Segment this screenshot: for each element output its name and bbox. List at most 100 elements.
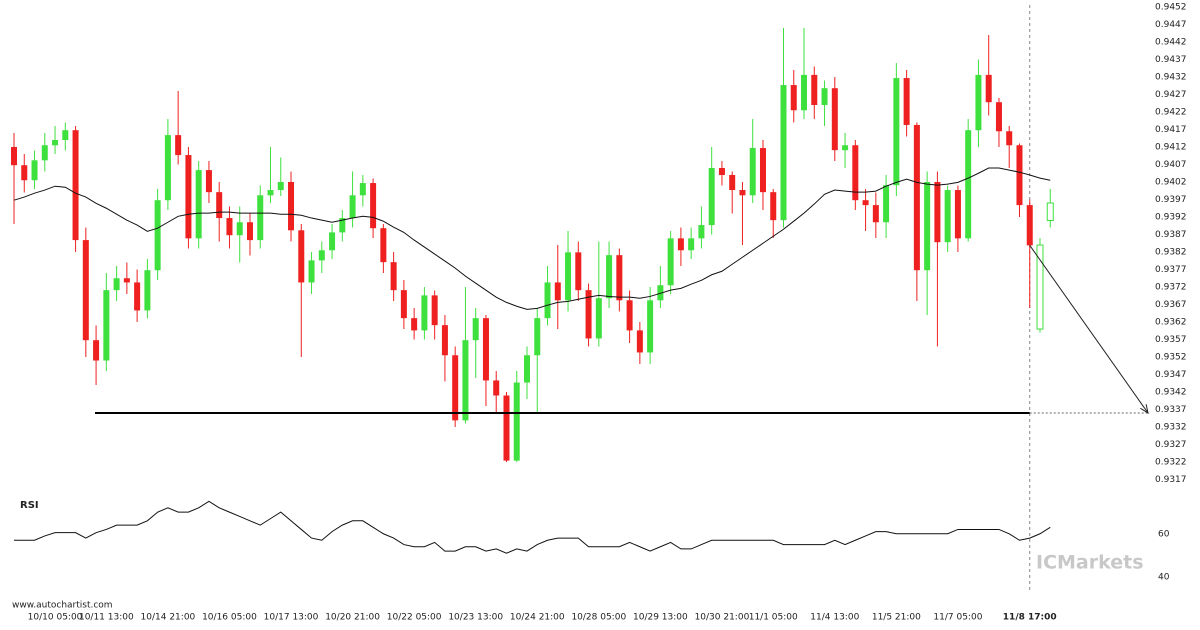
y-tick-label: 0.9367 xyxy=(1155,300,1187,310)
candle-body xyxy=(41,145,48,161)
y-tick-label: 0.9452 xyxy=(1155,3,1187,13)
candle-body xyxy=(462,340,469,421)
y-tick-label: 0.9427 xyxy=(1155,90,1187,100)
candle-body xyxy=(585,290,592,339)
candle-body xyxy=(842,145,849,151)
candle-body xyxy=(677,238,684,251)
candle-body xyxy=(698,225,705,239)
candle-body xyxy=(616,255,623,301)
candle-body xyxy=(72,130,79,241)
x-tick-label: 11/4 13:00 xyxy=(810,613,859,623)
y-tick-label: 0.9372 xyxy=(1155,283,1187,293)
y-tick-label: 0.9342 xyxy=(1155,388,1187,398)
candle-body xyxy=(975,74,982,131)
candle-body xyxy=(349,195,356,219)
candle-body xyxy=(862,200,869,206)
x-tick-label: 10/29 13:00 xyxy=(633,613,688,623)
candle-body xyxy=(995,102,1002,132)
candle-body xyxy=(852,145,859,201)
candle-body xyxy=(400,290,407,319)
candle-body xyxy=(205,170,212,193)
candle-body xyxy=(370,183,377,229)
x-tick-label: 10/24 21:00 xyxy=(510,613,565,623)
candle-body xyxy=(288,182,295,231)
candle-body xyxy=(503,395,510,461)
candle-body xyxy=(688,238,695,251)
y-tick-label: 0.9397 xyxy=(1155,195,1187,205)
candle-body xyxy=(93,340,100,361)
candle-body xyxy=(729,175,736,191)
y-tick-label: 0.9437 xyxy=(1155,55,1187,65)
candle-body xyxy=(554,282,561,301)
candle-body xyxy=(544,282,551,319)
candle-body xyxy=(1046,202,1054,221)
candle-body xyxy=(513,382,520,461)
y-tick-label: 0.9412 xyxy=(1155,143,1187,153)
candle-body xyxy=(216,192,223,219)
candle-body xyxy=(308,260,315,283)
candle-body xyxy=(708,168,715,226)
rsi-tick-label: 60 xyxy=(1158,529,1170,539)
y-tick-label: 0.9387 xyxy=(1155,230,1187,240)
candle-body xyxy=(1026,205,1033,246)
candle-body xyxy=(739,190,746,196)
candle-body xyxy=(452,355,459,421)
candle-body xyxy=(277,182,284,191)
candle-body xyxy=(21,165,28,181)
candle-body xyxy=(123,278,130,283)
candle-body xyxy=(329,232,336,251)
candle-body xyxy=(257,195,264,241)
candle-body xyxy=(934,182,941,243)
x-tick-label: 10/10 05:00 xyxy=(28,613,83,623)
x-tick-label: 11/1 05:00 xyxy=(749,613,798,623)
candle-body xyxy=(985,74,992,103)
candle-body xyxy=(903,78,910,125)
candle-body xyxy=(1016,145,1023,206)
y-tick-label: 0.9447 xyxy=(1155,20,1187,30)
candle-body xyxy=(482,318,489,381)
x-tick-label: 10/11 13:00 xyxy=(79,613,134,623)
source: www.autochartist.com xyxy=(12,601,113,611)
candle-body xyxy=(944,190,951,243)
candle-body xyxy=(113,278,120,291)
candle-body xyxy=(52,140,59,146)
candle-body xyxy=(524,355,530,383)
candle-body xyxy=(195,170,202,239)
x-tick-label: 10/23 13:00 xyxy=(448,613,503,623)
candle-body xyxy=(790,85,797,111)
candle-body xyxy=(134,282,141,311)
x-tick-label: 10/28 05:00 xyxy=(571,613,626,623)
candle-body xyxy=(411,318,418,331)
y-tick-label: 0.9362 xyxy=(1155,318,1187,328)
y-tick-label: 0.9432 xyxy=(1155,73,1187,83)
candle-body xyxy=(62,130,69,140)
candle-body xyxy=(657,285,664,301)
candle-body xyxy=(1036,244,1044,330)
rsi-tick-label: 40 xyxy=(1158,573,1170,583)
candle-body xyxy=(431,295,438,326)
candle-body xyxy=(82,240,89,341)
candle-body xyxy=(298,230,305,283)
x-tick-label: 10/30 21:00 xyxy=(695,613,750,623)
candle-body xyxy=(872,205,879,223)
y-tick-label: 0.9332 xyxy=(1155,423,1187,433)
candle-body xyxy=(965,130,972,239)
candle-body xyxy=(267,190,274,196)
x-tick-label: 11/5 21:00 xyxy=(872,613,921,623)
candle-body xyxy=(493,380,500,396)
candle-body xyxy=(339,218,346,233)
candle-body xyxy=(226,218,233,236)
y-tick-label: 0.9357 xyxy=(1155,335,1187,345)
candle-body xyxy=(893,78,900,186)
candle-body xyxy=(595,298,602,339)
y-tick-label: 0.9337 xyxy=(1155,405,1187,415)
candle-body xyxy=(318,250,325,261)
candle-body xyxy=(246,222,253,241)
y-tick-label: 0.9442 xyxy=(1155,38,1187,48)
candle-body xyxy=(913,124,920,271)
candle-body xyxy=(185,155,192,239)
candle-body xyxy=(667,238,674,286)
candle-body xyxy=(831,88,838,151)
y-tick-label: 0.9417 xyxy=(1155,125,1187,135)
